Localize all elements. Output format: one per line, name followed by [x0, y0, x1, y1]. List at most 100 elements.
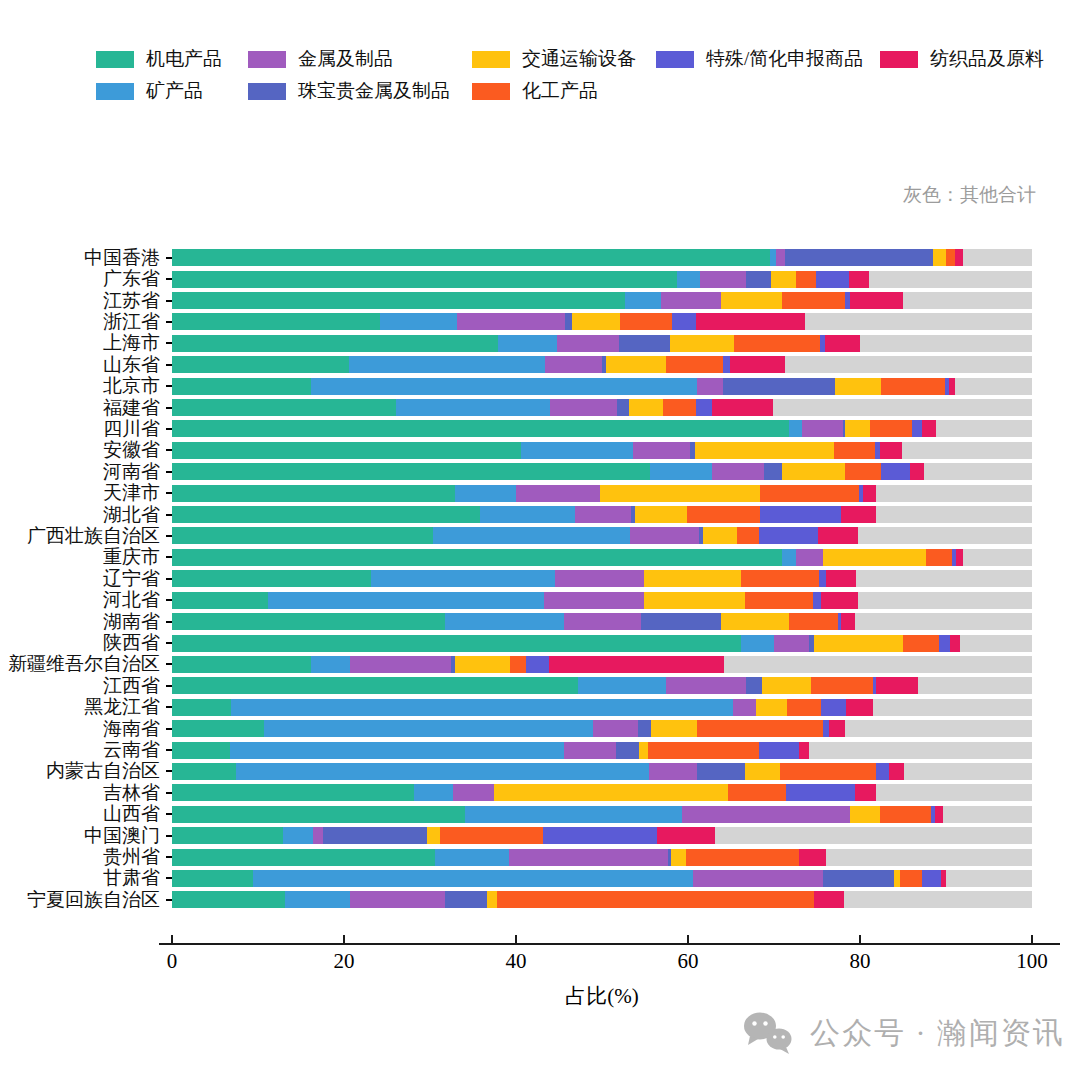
segment-jiaotong: [639, 742, 648, 759]
segment-jinshu: [350, 891, 445, 908]
segment-other: [724, 656, 1032, 673]
y-tick: [160, 663, 172, 665]
segment-jinshu: [313, 827, 323, 844]
segment-jinshu: [630, 527, 699, 544]
segment-jiaotong: [762, 677, 811, 694]
stacked-bar: [172, 549, 1032, 566]
segment-jinshu: [593, 720, 639, 737]
segment-huagong: [880, 806, 932, 823]
stacked-bar: [172, 420, 1032, 437]
stacked-bar: [172, 613, 1032, 630]
segment-jinshu: [693, 870, 823, 887]
y-tick: [160, 728, 172, 730]
segment-other: [918, 677, 1032, 694]
segment-jiaotong: [455, 656, 510, 673]
segment-jidian: [172, 677, 578, 694]
segment-jiaotong: [695, 442, 834, 459]
segment-jiaotong: [756, 699, 787, 716]
segment-other: [943, 806, 1032, 823]
legend-swatch-kuang: [96, 83, 134, 100]
segment-fangzhi: [825, 335, 860, 352]
segment-teshu: [821, 699, 846, 716]
segment-jinshu: [575, 506, 631, 523]
segment-jidian: [172, 635, 741, 652]
segment-jinshu: [796, 549, 823, 566]
segment-kuang: [789, 420, 803, 437]
segment-jiaotong: [835, 378, 881, 395]
segment-jidian: [172, 463, 650, 480]
segment-jiaotong: [745, 763, 780, 780]
segment-other: [873, 699, 1032, 716]
segment-jidian: [172, 613, 445, 630]
segment-other: [860, 335, 1032, 352]
segment-jidian: [172, 271, 677, 288]
segment-huagong: [741, 570, 818, 587]
stacked-bar: [172, 891, 1032, 908]
y-tick: [160, 535, 172, 537]
y-tick: [160, 856, 172, 858]
stacked-bar: [172, 399, 1032, 416]
segment-jiaotong: [644, 592, 745, 609]
segment-kuang: [741, 635, 774, 652]
y-tick: [160, 685, 172, 687]
segment-jidian: [172, 378, 311, 395]
segment-teshu: [759, 742, 799, 759]
segment-teshu: [723, 356, 730, 373]
segment-jinshu: [516, 485, 600, 502]
y-label: 宁夏回族自治区: [0, 887, 160, 913]
gray-note: 灰色：其他合计: [903, 182, 1036, 208]
segment-huagong: [620, 313, 672, 330]
segment-jinshu: [544, 592, 644, 609]
segment-huagong: [787, 699, 821, 716]
segment-other: [858, 527, 1032, 544]
stacked-bar: [172, 313, 1032, 330]
segment-fangzhi: [712, 399, 773, 416]
segment-zhubao: [619, 335, 670, 352]
segment-kuang: [230, 742, 565, 759]
segment-fangzhi: [876, 677, 917, 694]
segment-huagong: [697, 720, 823, 737]
segment-fangzhi: [818, 527, 858, 544]
stacked-bar: [172, 635, 1032, 652]
segment-jiaotong: [572, 313, 620, 330]
segment-jiaotong: [600, 485, 760, 502]
x-tick-label: 100: [1002, 949, 1062, 974]
segment-jinshu: [802, 420, 842, 437]
segment-huagong: [510, 656, 526, 673]
segment-fangzhi: [863, 485, 876, 502]
segment-zhubao: [617, 399, 629, 416]
segment-jidian: [172, 570, 371, 587]
segment-jiaotong: [606, 356, 666, 373]
y-tick: [160, 257, 172, 259]
legend-item-huagong: 化工产品: [472, 78, 598, 104]
legend-item-jinshu: 金属及制品: [248, 46, 393, 72]
segment-huagong: [796, 271, 816, 288]
y-tick: [160, 642, 172, 644]
y-tick: [160, 471, 172, 473]
segment-kuang: [349, 356, 545, 373]
chart-row: 宁夏回族自治区: [0, 889, 1032, 910]
segment-kuang: [285, 891, 350, 908]
segment-jinshu: [700, 271, 746, 288]
segment-other: [785, 356, 1032, 373]
segment-teshu: [813, 592, 822, 609]
segment-jinshu: [557, 335, 619, 352]
y-tick: [160, 578, 172, 580]
segment-huagong: [497, 891, 813, 908]
segment-kuang: [231, 699, 732, 716]
y-tick: [160, 342, 172, 344]
segment-jiaotong: [721, 292, 782, 309]
legend-swatch-fangzhi: [880, 51, 918, 68]
segment-kuang: [268, 592, 544, 609]
segment-teshu: [881, 463, 909, 480]
legend-label: 化工产品: [522, 78, 598, 104]
legend-swatch-teshu: [656, 51, 694, 68]
segment-jinshu: [555, 570, 644, 587]
segment-other: [876, 485, 1032, 502]
segment-zhubao: [746, 677, 762, 694]
x-tick-mark: [687, 935, 689, 943]
segment-huagong: [900, 870, 922, 887]
segment-other: [904, 763, 1032, 780]
segment-kuang: [782, 549, 797, 566]
segment-jinshu: [712, 463, 764, 480]
